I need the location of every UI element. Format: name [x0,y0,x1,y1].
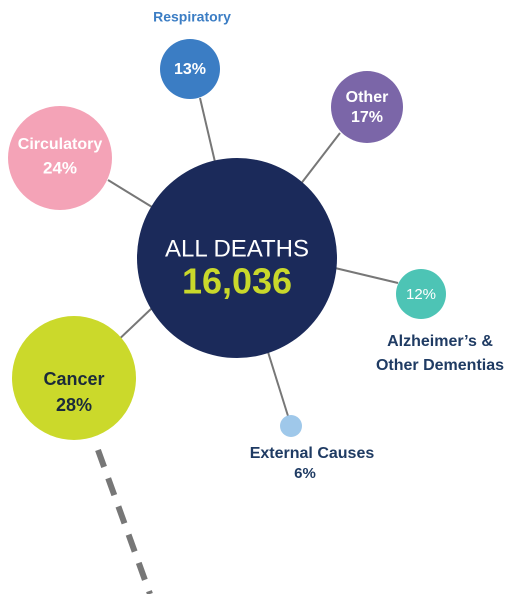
node-percent: 6% [294,465,316,482]
connector [299,132,341,186]
node-label: External Causes [250,445,375,462]
center-value: 16,036 [182,261,292,302]
dashed-connector [95,448,153,594]
node-percent: 28% [56,395,92,415]
node-label: Alzheimer’s & [387,333,493,350]
node-circle [280,415,302,437]
node-circle [331,71,403,143]
node-percent: 13% [174,61,206,78]
center-circle [137,158,337,358]
node-circle [396,269,446,319]
center-label: ALL DEATHS [165,235,309,262]
node-percent: 12% [406,286,436,303]
node-label: Other [346,89,389,106]
node-label: Cancer [43,369,104,389]
connector [199,97,216,163]
connector [267,351,289,417]
node-circle [12,316,136,440]
node-label: Other Dementias [376,357,504,374]
node-percent: 17% [351,109,383,126]
node-circle [160,39,220,99]
connector [334,267,399,284]
node-percent: 24% [43,158,77,177]
node-label: Circulatory [18,136,103,153]
node-circle [8,106,112,210]
connector [107,179,153,208]
node-label: Respiratory [153,9,231,25]
